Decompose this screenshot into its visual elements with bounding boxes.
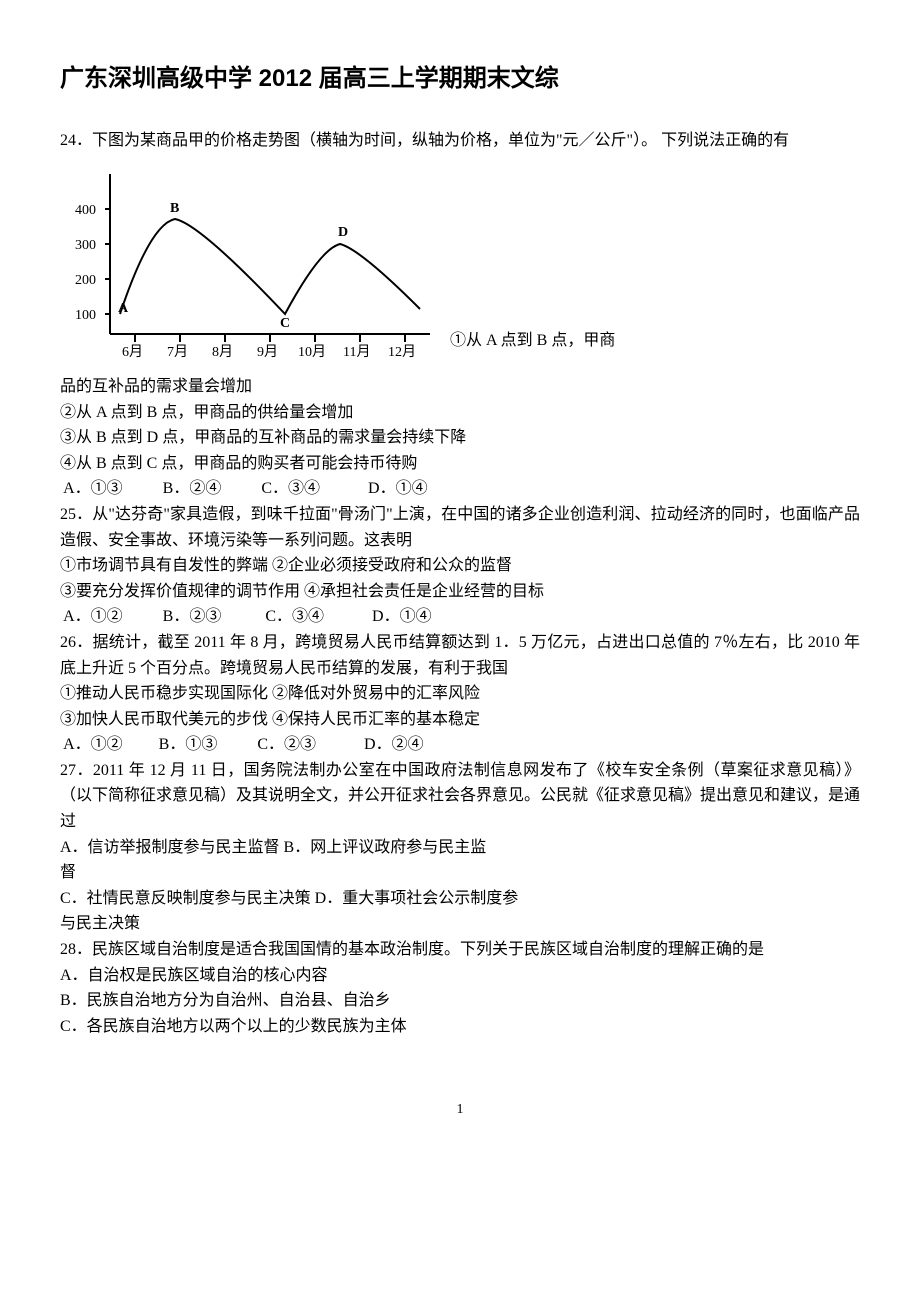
q24-line-0: 品的互补品的需求量会增加 (60, 374, 860, 400)
xlabel-8: 8月 (212, 344, 233, 360)
xlabel-7: 7月 (167, 344, 188, 360)
xlabel-6: 6月 (122, 344, 143, 360)
q24-stem: 24．下图为某商品甲的价格走势图（横轴为时间，纵轴为价格，单位为"元／公斤"）。… (60, 128, 860, 154)
q27-opt-cd: C．社情民意反映制度参与民主决策 D．重大事项社会公示制度参 (60, 886, 860, 912)
q24-chart-after-text: ①从 A 点到 B 点，甲商 (450, 328, 615, 374)
q25-line-0: ①市场调节具有自发性的弊端 ②企业必须接受政府和公众的监督 (60, 553, 860, 579)
q27-stem: 27．2011 年 12 月 11 日，国务院法制办公室在中国政府法制信息网发布… (60, 758, 860, 835)
page-title: 广东深圳高级中学 2012 届高三上学期期末文综 (60, 60, 860, 98)
xlabel-11: 11月 (343, 344, 370, 360)
page-number: 1 (60, 1099, 860, 1121)
q25-stem: 25．从"达芬奇"家具造假，到味千拉面"骨汤门"上演，在中国的诸多企业创造利润、… (60, 502, 860, 553)
q25-options: A．①② B．②③ C．③④ D．①④ (60, 604, 860, 630)
q28-stem: 28．民族区域自治制度是适合我国国情的基本政治制度。下列关于民族区域自治制度的理… (60, 937, 860, 963)
q27-opt-cd2: 与民主决策 (60, 911, 860, 937)
point-c-label: C (280, 316, 290, 331)
q26-options: A．①② B．①③ C．②③ D．②④ (60, 732, 860, 758)
q25-line-1: ③要充分发挥价值规律的调节作用 ④承担社会责任是企业经营的目标 (60, 579, 860, 605)
ylabel-100: 100 (75, 308, 96, 323)
q28-opt-b: B．民族自治地方分为自治州、自治县、自治乡 (60, 988, 860, 1014)
q27-opt-ab2: 督 (60, 860, 860, 886)
xlabel-10: 10月 (298, 344, 326, 360)
ylabel-400: 400 (75, 203, 96, 218)
ylabel-300: 300 (75, 238, 96, 253)
q24-chart-row: 100 200 300 400 6月 7月 8月 9月 10月 11月 12月 … (60, 154, 860, 374)
point-d-label: D (338, 225, 348, 240)
q26-stem: 26．据统计，截至 2011 年 8 月，跨境贸易人民币结算额达到 1．5 万亿… (60, 630, 860, 681)
q26-line-1: ③加快人民币取代美元的步伐 ④保持人民币汇率的基本稳定 (60, 707, 860, 733)
q28-opt-a: A．自治权是民族区域自治的核心内容 (60, 963, 860, 989)
ylabel-200: 200 (75, 273, 96, 288)
q24-line-2: ③从 B 点到 D 点，甲商品的互补商品的需求量会持续下降 (60, 425, 860, 451)
xlabel-12: 12月 (388, 344, 416, 360)
q24-options: A．①③ B．②④ C．③④ D．①④ (60, 476, 860, 502)
q24-chart: 100 200 300 400 6月 7月 8月 9月 10月 11月 12月 … (60, 164, 440, 364)
q27-opt-ab: A．信访举报制度参与民主监督 B．网上评议政府参与民主监 (60, 835, 860, 861)
q24-line-3: ④从 B 点到 C 点，甲商品的购买者可能会持币待购 (60, 451, 860, 477)
q28-opt-c: C．各民族自治地方以两个以上的少数民族为主体 (60, 1014, 860, 1040)
q26-line-0: ①推动人民币稳步实现国际化 ②降低对外贸易中的汇率风险 (60, 681, 860, 707)
q24-line-1: ②从 A 点到 B 点，甲商品的供给量会增加 (60, 400, 860, 426)
point-a-label: A (118, 301, 129, 316)
point-b-label: B (170, 201, 179, 216)
xlabel-9: 9月 (257, 344, 278, 360)
